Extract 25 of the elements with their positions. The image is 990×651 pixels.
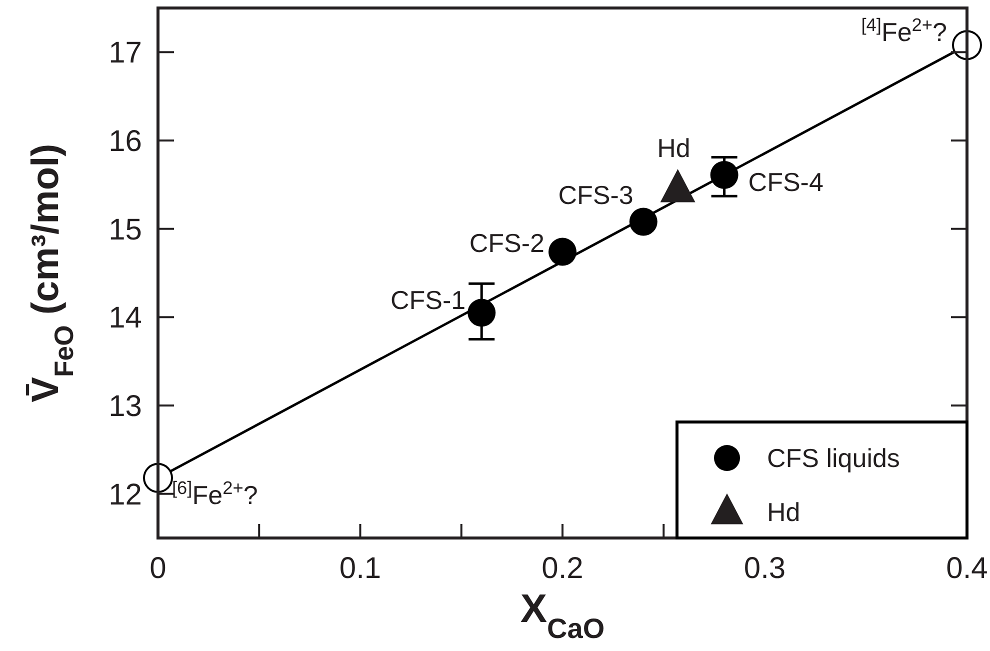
x-tick-label: 0.2 bbox=[542, 552, 584, 585]
annotation: CFS-3 bbox=[558, 180, 634, 210]
annotation: $^{[4]}$Fe$^{2+}$? bbox=[861, 15, 947, 48]
y-tick-label: 15 bbox=[108, 213, 142, 246]
x-tick-label: 0.4 bbox=[946, 552, 988, 585]
y-tick-label: 14 bbox=[108, 302, 142, 335]
point bbox=[629, 208, 658, 236]
point bbox=[710, 160, 738, 189]
point bbox=[468, 298, 496, 327]
x-tick-label: 0.3 bbox=[744, 552, 786, 585]
legend-label: CFS liquids bbox=[767, 443, 900, 474]
annotation: Hd bbox=[657, 133, 690, 164]
y-tick-label: 12 bbox=[108, 478, 142, 512]
y-tick-label: 13 bbox=[108, 390, 142, 423]
point bbox=[548, 238, 576, 266]
y-tick-label: 16 bbox=[108, 125, 142, 158]
x-tick-label: 0.1 bbox=[339, 552, 382, 585]
annotation: $^{[6]}$Fe$^{2+}$? bbox=[172, 478, 258, 510]
annotation: CFS-1 bbox=[390, 284, 466, 315]
annotation: CFS-4 bbox=[748, 166, 824, 197]
y-tick-label: 17 bbox=[108, 36, 142, 70]
legend-label: Hd bbox=[767, 497, 800, 528]
x-tick-label: 0 bbox=[150, 552, 166, 585]
x-axis-title: X$_{CaO}$ bbox=[520, 587, 605, 644]
annotation: CFS-2 bbox=[469, 228, 544, 258]
